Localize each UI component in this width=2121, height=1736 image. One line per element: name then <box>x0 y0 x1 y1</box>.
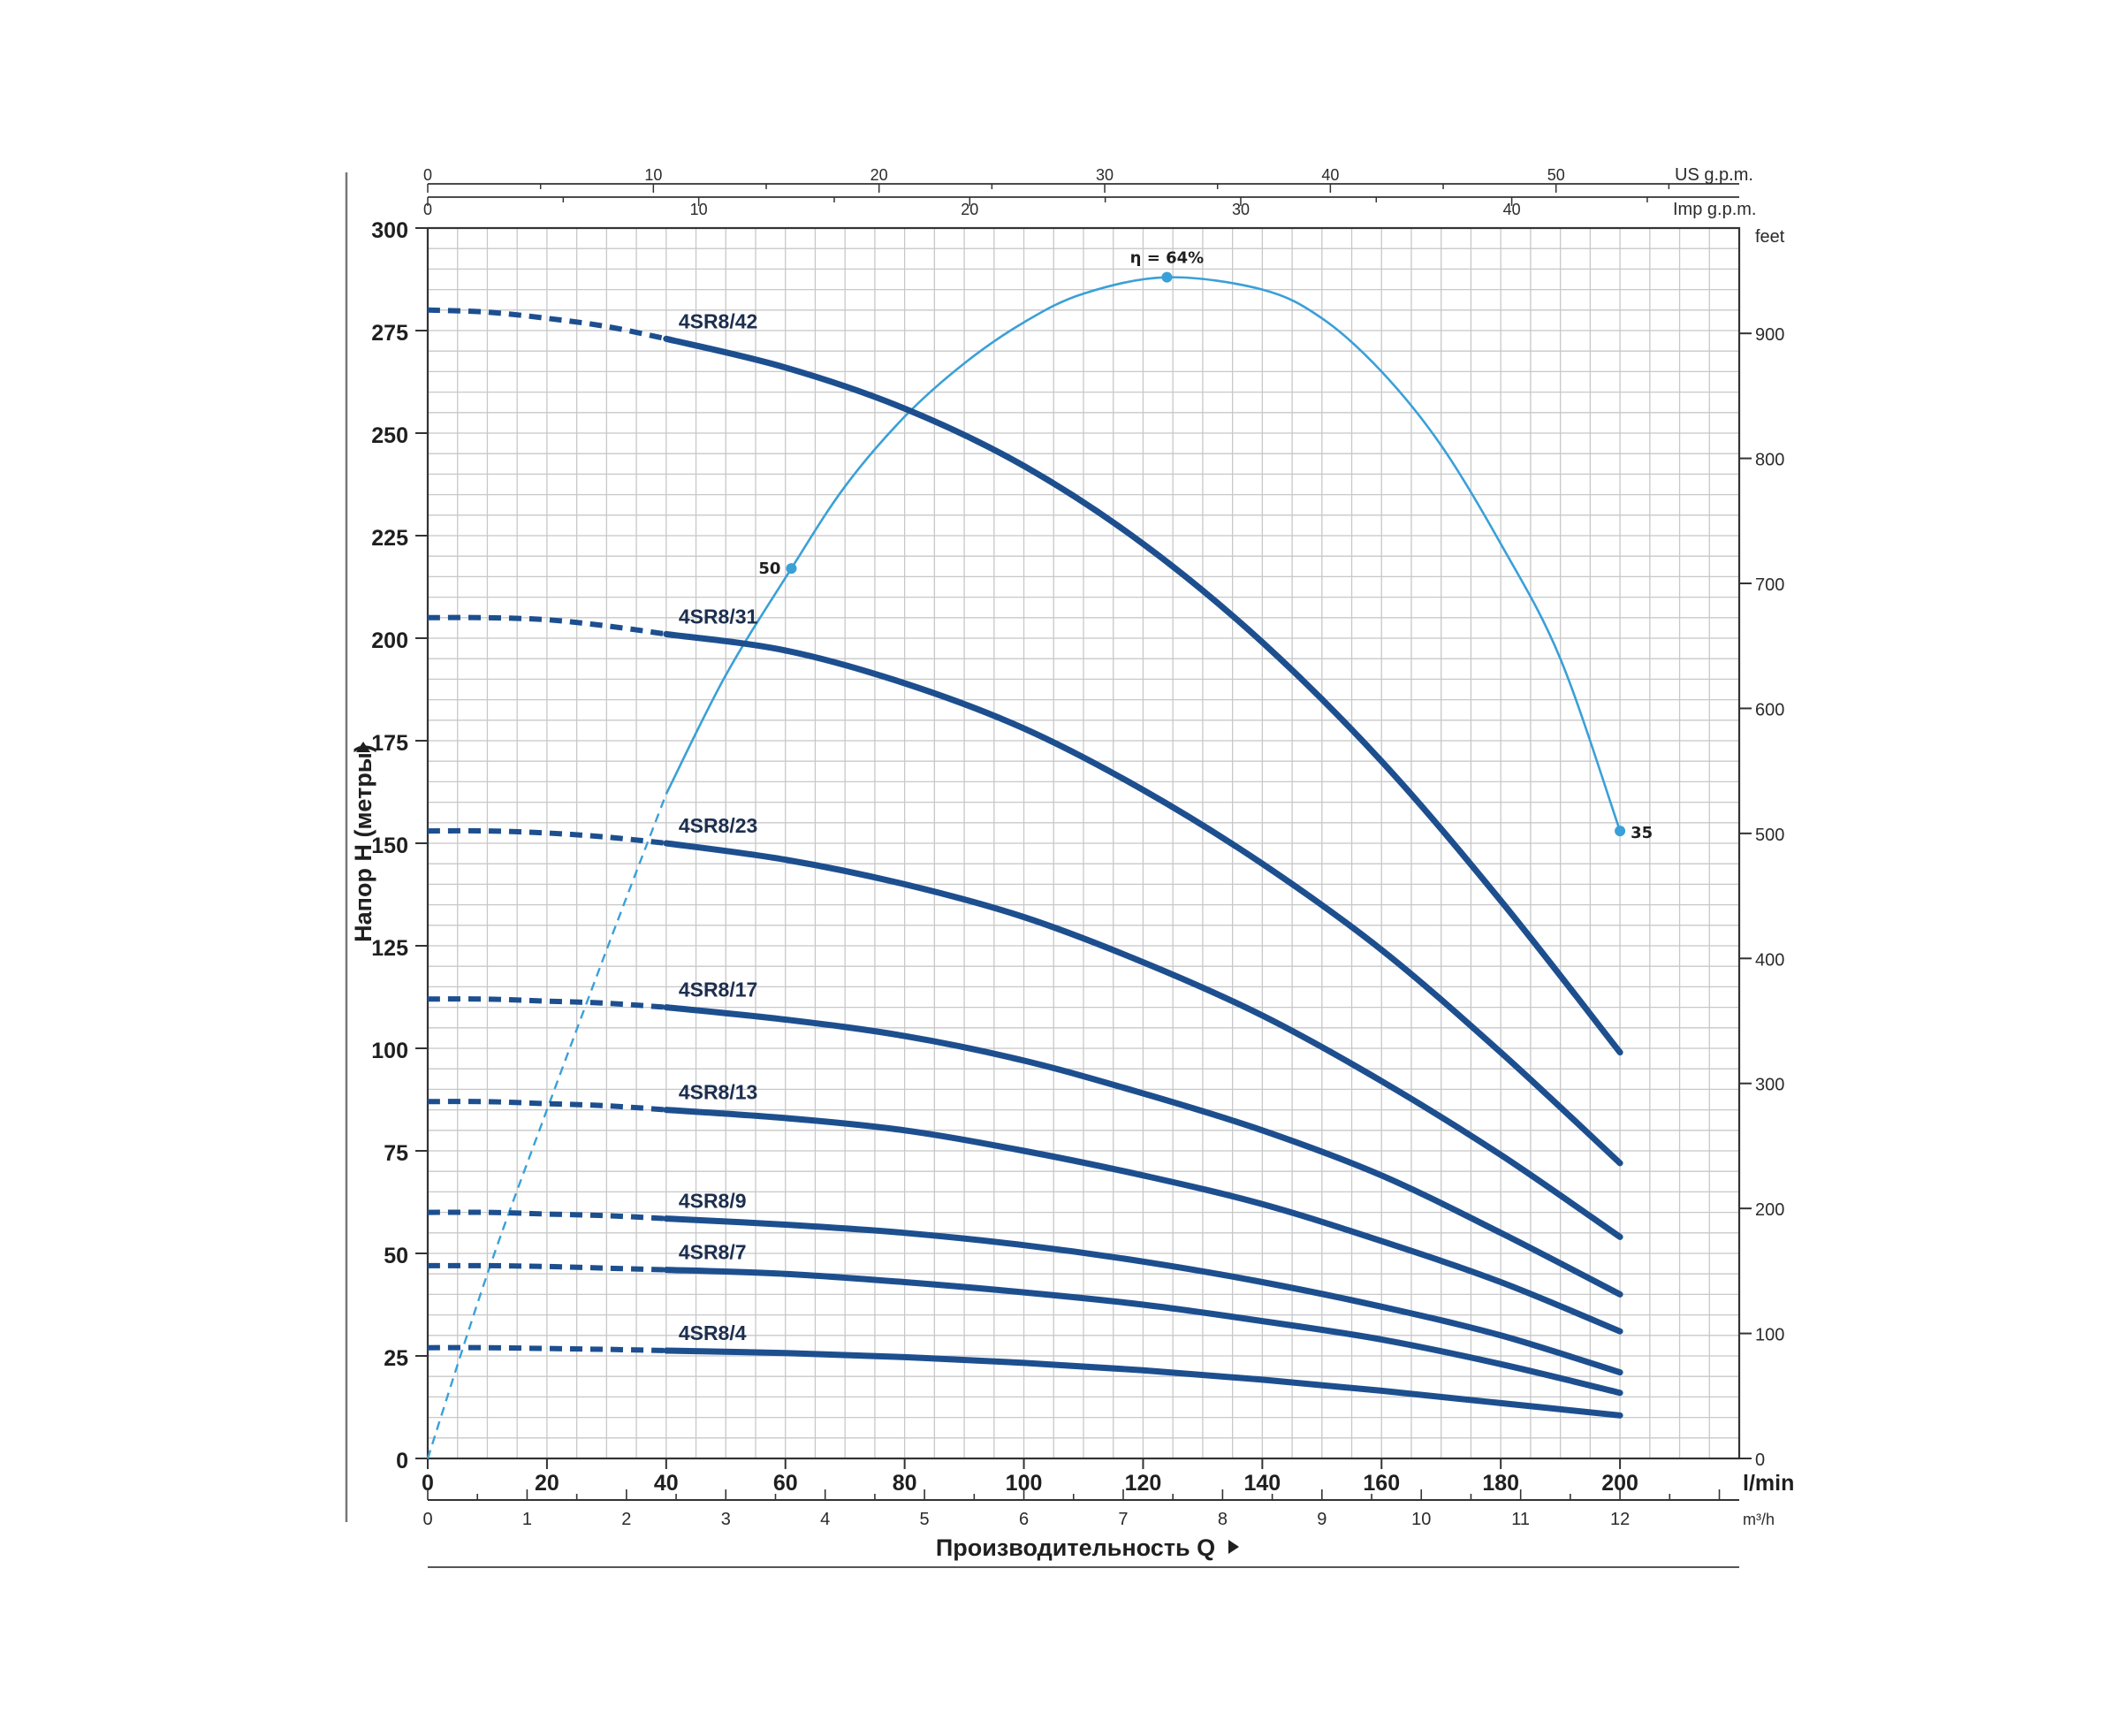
series-label: 4SR8/31 <box>679 605 758 628</box>
right-tick-label: 400 <box>1755 950 1784 970</box>
imp-gpm-tick-label: 30 <box>1232 201 1250 218</box>
bottom-tick-label: 120 <box>1125 1471 1162 1496</box>
right-tick-label: 300 <box>1755 1076 1784 1095</box>
bottom-tick-label: 40 <box>654 1471 679 1496</box>
left-tick-label: 25 <box>384 1346 408 1371</box>
imp-gpm-tick-label: 40 <box>1503 201 1521 218</box>
m3h-tick-label: 10 <box>1411 1510 1431 1529</box>
left-tick-label: 100 <box>371 1039 408 1063</box>
series-label: 4SR8/9 <box>679 1190 747 1213</box>
us-gpm-tick-label: 30 <box>1096 166 1114 184</box>
bottom-tick-label: 180 <box>1482 1471 1519 1496</box>
series-label: 4SR8/23 <box>679 814 758 837</box>
left-tick-label: 150 <box>371 834 408 858</box>
m3h-tick-label: 12 <box>1610 1510 1630 1529</box>
imp-gpm-tick-label: 10 <box>690 201 708 218</box>
m3h-tick-label: 4 <box>820 1510 830 1529</box>
right-tick-label: 700 <box>1755 575 1784 595</box>
left-tick-label: 0 <box>396 1449 408 1473</box>
efficiency-curve-solid <box>665 276 1622 832</box>
bottom-axis-unit: l/min <box>1743 1471 1794 1496</box>
m3h-tick-label: 8 <box>1218 1510 1228 1529</box>
series-line-4SR8/42 <box>663 335 1623 1056</box>
imp-gpm-tick-label: 0 <box>423 201 432 218</box>
y-axis-title-group: Напор H (метры) <box>350 744 376 942</box>
right-tick-label: 600 <box>1755 700 1784 720</box>
labels-group: 4SR8/42 4SR8/31 4SR8/23 4SR8/17 4SR8/13 4SR8/… <box>679 309 758 1344</box>
left-tick-label: 250 <box>371 423 408 448</box>
bottom-tick-label: 20 <box>535 1471 559 1496</box>
series-line-4SR8/13 <box>663 1107 1623 1335</box>
right-tick-label: 800 <box>1755 451 1784 470</box>
efficiency-marker-label: η = 64% <box>1130 249 1205 268</box>
efficiency-marker-label: 35 <box>1631 824 1653 842</box>
series-line-4SR8/31 <box>663 630 1623 1167</box>
bottom-tick-label: 0 <box>422 1471 434 1496</box>
axes: 0255075100125150175200225250275300010020… <box>345 165 1794 1568</box>
series-group <box>427 307 1623 1419</box>
us-gpm-tick-label: 40 <box>1321 166 1339 184</box>
efficiency-curve-dashed <box>426 793 667 1459</box>
series-line-4SR8/9 <box>663 1215 1623 1376</box>
us-gpm-unit: US g.p.m. <box>1675 165 1753 185</box>
series-line-4SR8/4 <box>663 1347 1623 1419</box>
series-label: 4SR8/7 <box>679 1241 747 1264</box>
m3h-tick-label: 0 <box>422 1510 432 1529</box>
x-axis-arrow-icon <box>1228 1540 1239 1554</box>
series-label: 4SR8/4 <box>679 1321 747 1344</box>
m3h-tick-label: 11 <box>1511 1510 1530 1529</box>
m3h-axis-unit: m³/h <box>1743 1511 1775 1528</box>
left-tick-label: 75 <box>384 1141 408 1166</box>
series-label: 4SR8/42 <box>679 309 758 332</box>
us-gpm-tick-label: 20 <box>870 166 888 184</box>
bottom-tick-label: 60 <box>773 1471 798 1496</box>
bottom-tick-label: 80 <box>893 1471 917 1496</box>
grid <box>427 227 1740 1459</box>
m3h-tick-label: 1 <box>522 1510 532 1529</box>
left-tick-label: 50 <box>384 1244 408 1268</box>
right-tick-label: 0 <box>1755 1450 1765 1470</box>
us-gpm-tick-label: 0 <box>423 166 432 184</box>
left-tick-label: 225 <box>371 526 408 551</box>
m3h-tick-label: 7 <box>1118 1510 1128 1529</box>
m3h-tick-label: 6 <box>1019 1510 1029 1529</box>
right-axis-unit: feet <box>1755 227 1785 247</box>
right-tick-label: 500 <box>1755 826 1784 845</box>
right-tick-label: 100 <box>1755 1326 1784 1345</box>
bottom-tick-label: 160 <box>1363 1471 1400 1496</box>
imp-gpm-unit: Imp g.p.m. <box>1673 200 1756 219</box>
series-line-4SR8/23 <box>663 840 1623 1240</box>
imp-gpm-tick-label: 20 <box>961 201 978 218</box>
us-gpm-tick-label: 50 <box>1547 166 1565 184</box>
m3h-tick-label: 5 <box>920 1510 930 1529</box>
x-axis-title: Производительность Q <box>936 1534 1215 1561</box>
efficiency-marker <box>1161 271 1173 283</box>
left-tick-label: 300 <box>371 218 408 243</box>
left-tick-label: 275 <box>371 321 408 346</box>
efficiency-marker <box>1615 826 1626 837</box>
y-axis-arrow-icon <box>356 742 370 752</box>
m3h-tick-label: 2 <box>621 1510 631 1529</box>
efficiency-marker-label: 50 <box>758 560 780 578</box>
right-tick-label: 200 <box>1755 1200 1784 1220</box>
series-label: 4SR8/17 <box>679 978 758 1001</box>
bottom-tick-label: 140 <box>1244 1471 1281 1496</box>
left-tick-label: 175 <box>371 731 408 756</box>
left-tick-label: 200 <box>371 628 408 653</box>
y-axis-title: Напор H (метры) <box>350 744 376 942</box>
us-gpm-tick-label: 10 <box>644 166 662 184</box>
m3h-tick-label: 9 <box>1317 1510 1327 1529</box>
left-tick-label: 125 <box>371 936 408 961</box>
right-tick-label: 900 <box>1755 325 1784 345</box>
series-label: 4SR8/13 <box>679 1081 758 1104</box>
series-line-4SR8/17 <box>663 1004 1623 1298</box>
efficiency-marker <box>786 563 797 575</box>
m3h-tick-label: 3 <box>721 1510 731 1529</box>
series-line-4SR8/7 <box>663 1267 1623 1397</box>
efficiency-curve: 50 η = 64% 35 <box>426 249 1653 1459</box>
